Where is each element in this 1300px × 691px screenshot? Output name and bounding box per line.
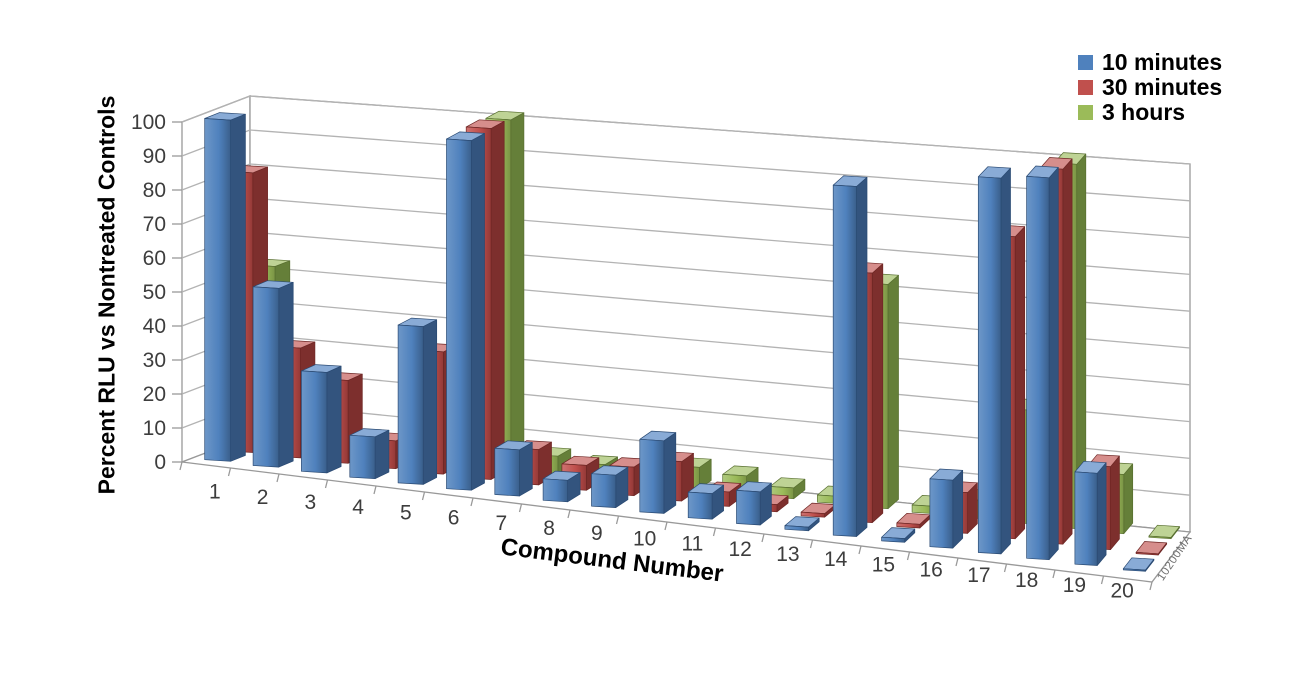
x-tick-label: 4 (352, 496, 364, 519)
bar-compound-18-10-minutes (1026, 165, 1059, 561)
bar-compound-16-10-minutes (929, 468, 964, 549)
y-tick-label: 60 (143, 247, 166, 270)
x-tick-label: 3 (305, 491, 317, 514)
x-tick-label: 16 (919, 559, 942, 582)
y-tick-label: 70 (143, 213, 166, 236)
bar-compound-6-10-minutes (446, 131, 485, 491)
bar-compound-4-10-minutes (349, 428, 390, 480)
legend-label: 10 minutes (1102, 49, 1223, 75)
legend-swatch-30-minutes-icon (1078, 80, 1093, 95)
x-tick-label: 19 (1063, 574, 1086, 597)
bar-compound-13-10-minutes (784, 516, 820, 532)
bar-compound-11-10-minutes (687, 483, 724, 520)
bar-compound-15-10-minutes (881, 527, 916, 543)
bar-compound-1-10-minutes (204, 112, 246, 462)
x-tick-label: 9 (591, 522, 603, 545)
bar-compound-9-10-minutes (591, 465, 629, 508)
bar-compound-20-10-minutes (1122, 557, 1155, 572)
y-tick-label: 50 (143, 281, 166, 304)
x-tick-label: 10 (633, 527, 656, 550)
bar-compound-3-10-minutes (301, 364, 342, 474)
x-tick-label: 20 (1110, 579, 1133, 602)
x-tick-label: 12 (728, 538, 751, 561)
x-tick-label: 7 (496, 512, 508, 535)
x-tick-label: 2 (257, 486, 269, 509)
legend-item-10-minutes: 10 minutes (1078, 49, 1223, 75)
bar-compound-15-30-minutes (896, 512, 931, 529)
x-tick-label: 5 (400, 501, 412, 524)
legend-swatch-10-minutes-icon (1078, 55, 1093, 70)
y-tick-label: 100 (131, 111, 166, 134)
y-tick-label: 10 (143, 417, 166, 440)
x-tick-label: 6 (448, 507, 460, 530)
legend-label: 3 hours (1102, 99, 1186, 125)
x-tick-label: 17 (967, 564, 990, 587)
y-tick-label: 90 (143, 145, 166, 168)
x-tick-label: 13 (776, 543, 799, 566)
legend-label: 30 minutes (1102, 74, 1223, 100)
bar-compound-5-10-minutes (397, 317, 438, 485)
legend-item-3-hours: 3 hours (1078, 99, 1222, 125)
x-tick-label: 11 (681, 533, 703, 556)
bar-compound-20-3-hours (1148, 524, 1180, 540)
x-tick-label: 1 (209, 481, 221, 504)
x-tick-label: 15 (872, 553, 895, 576)
x-tick-label: 18 (1015, 569, 1038, 592)
x-tick-label: 8 (543, 517, 555, 540)
x-tick-label: 14 (824, 548, 848, 571)
bar-compound-10-10-minutes (639, 430, 677, 514)
y-axis: 0 10 20 30 40 50 60 70 80 90 100 (131, 111, 182, 474)
x-axis: 1 2 3 4 5 6 7 8 9 10 11 12 13 14 15 16 17 18 19 20 (179, 461, 1153, 602)
bar-compound-2-10-minutes (252, 280, 294, 468)
legend-item-30-minutes: 30 minutes (1078, 74, 1223, 100)
bar-compound-8-10-minutes (542, 470, 581, 503)
legend-swatch-3-hours-icon (1078, 105, 1093, 120)
bar-compound-20-30-minutes (1135, 541, 1168, 556)
y-tick-label: 80 (143, 179, 166, 202)
bar-compound-14-10-minutes (832, 175, 868, 537)
bar-compound-12-10-minutes (736, 481, 772, 526)
y-tick-label: 30 (143, 349, 166, 372)
legend: 10 minutes 30 minutes 3 hours (1078, 49, 1223, 125)
y-axis-title: Percent RLU vs Nontreated Controls (93, 95, 120, 495)
bar-compound-19-10-minutes (1074, 460, 1107, 566)
bar-compound-17-10-minutes (977, 166, 1011, 555)
y-tick-label: 20 (143, 383, 166, 406)
y-tick-label: 0 (154, 451, 166, 474)
bars (204, 110, 1180, 572)
bar-compound-7-10-minutes (494, 440, 533, 497)
y-tick-label: 40 (143, 315, 166, 338)
